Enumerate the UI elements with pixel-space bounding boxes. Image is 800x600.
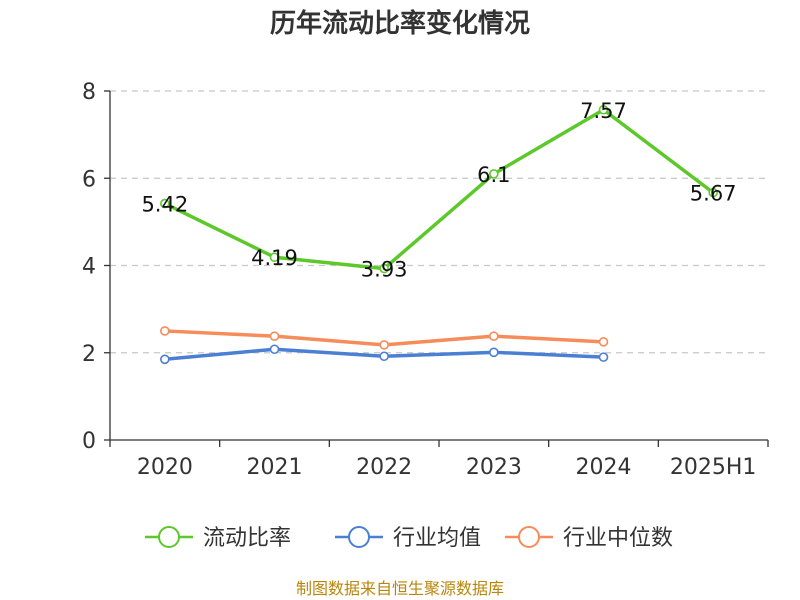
data-labels: 5.42 4.19 3.93 6.1 7.57 5.67 [141,99,736,282]
y-tick-label: 4 [82,255,96,280]
data-point[interactable] [379,340,389,350]
data-point[interactable] [160,354,170,365]
axes: 0 2 4 6 8 2020 2021 2022 2023 2024 2025H1 [82,80,769,480]
data-point[interactable] [708,187,718,198]
chart-title: 历年流动比率变化情况 [270,8,530,39]
data-label: 3.93 [361,258,408,282]
data-point[interactable] [269,252,280,263]
data-point[interactable] [598,104,609,115]
source-note: 制图数据来自恒生聚源数据库 [296,579,504,598]
data-label: 6.1 [477,163,510,187]
y-tick-label: 8 [82,80,96,105]
legend-item[interactable]: 行业中位数 [505,526,673,551]
data-point[interactable] [379,263,389,274]
data-point[interactable] [489,331,499,341]
data-label: 5.67 [690,182,737,206]
legend[interactable]: 流动比率 行业均值 行业中位数 [145,526,673,551]
legend-marker [348,526,370,548]
x-tick-label: 2020 [137,455,193,480]
legend-label: 行业中位数 [563,526,673,551]
series-group [160,104,718,365]
x-tick-label: 2023 [466,455,522,480]
y-tick-label: 2 [82,342,96,367]
data-point[interactable] [160,326,170,336]
x-tick-label: 2022 [356,455,412,480]
legend-marker [158,526,180,548]
legend-marker [518,526,540,548]
x-tick-label: 2021 [247,455,303,480]
data-point[interactable] [269,331,280,341]
data-point[interactable] [598,352,609,362]
legend-item[interactable]: 流动比率 [145,526,291,551]
data-point[interactable] [269,344,280,355]
y-tick-label: 6 [82,167,96,192]
series-line [164,108,715,271]
data-label: 4.19 [251,246,298,270]
y-tick-label: 0 [82,429,96,454]
data-point[interactable] [160,198,170,209]
data-label: 7.57 [580,99,627,123]
data-point[interactable] [489,169,499,179]
data-point[interactable] [598,337,609,347]
x-tick-label: 2025H1 [670,455,757,480]
data-point[interactable] [379,351,389,362]
x-tick-label: 2024 [576,455,632,480]
data-point[interactable] [489,347,499,358]
legend-label: 流动比率 [203,526,291,551]
legend-label: 行业均值 [393,526,481,551]
data-label: 5.42 [141,193,188,217]
legend-item[interactable]: 行业均值 [335,526,481,551]
